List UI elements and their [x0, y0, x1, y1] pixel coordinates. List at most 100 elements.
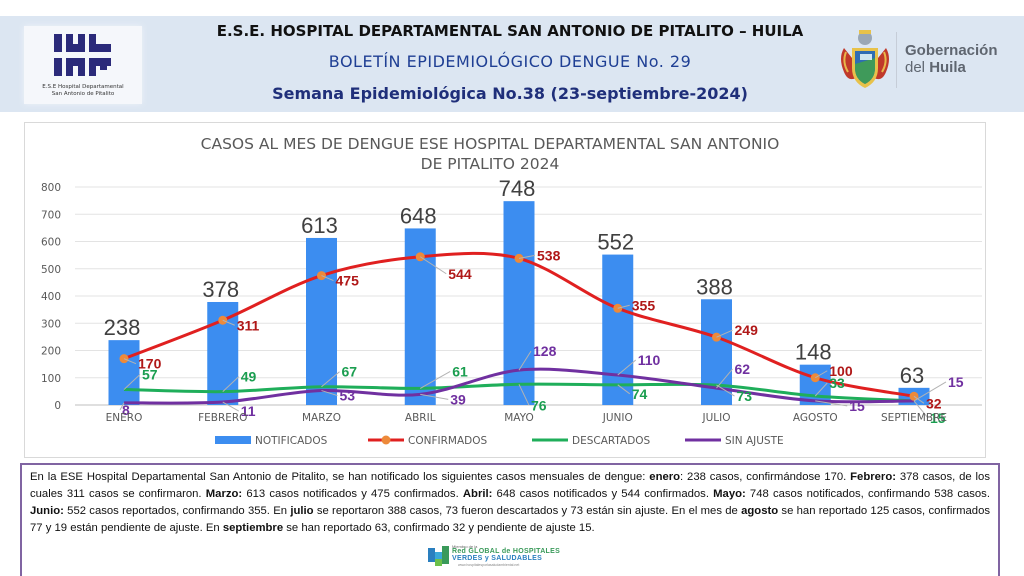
x-tick-label: SEPTIEMBRE [881, 412, 947, 424]
legend-marker-confirmados [381, 435, 391, 445]
leader-line [913, 395, 925, 404]
leader-line [420, 370, 451, 389]
confirmados-data-label: 544 [448, 266, 472, 282]
summary-text: 648 casos notificados y 544 confirmados. [492, 488, 714, 500]
x-tick-label: MAYO [504, 412, 534, 424]
notificados-data-label: 63 [900, 363, 924, 388]
legend-label: SIN AJUSTE [725, 435, 784, 447]
x-tick-label: JULIO [702, 412, 731, 424]
descartados-data-label: 15 [930, 410, 946, 426]
notificados-data-label: 748 [499, 176, 536, 201]
chart-svg: CASOS AL MES DE DENGUE ESE HOSPITAL DEPA… [41, 135, 982, 447]
leader-line [913, 400, 929, 419]
notificados-data-label: 378 [202, 277, 239, 302]
dengue-chart: CASOS AL MES DE DENGUE ESE HOSPITAL DEPA… [24, 122, 986, 458]
summary-paragraph: En la ESE Hospital Departamental San Ant… [30, 469, 990, 537]
gobernacion-label: Gobernación [905, 42, 998, 59]
descartados-data-label: 33 [829, 375, 845, 391]
summary-month-label: enero [649, 471, 681, 483]
notificados-data-label: 552 [597, 230, 634, 255]
epidemiological-week: Semana Epidemiológica No.38 (23-septiemb… [272, 84, 748, 103]
y-tick-label: 0 [54, 400, 61, 412]
x-tick-label: AGOSTO [793, 412, 838, 424]
sin-ajuste-data-label: 15 [849, 398, 865, 414]
hospitales-verdes-logo: Miembro de la Red GLOBAL de HOSPITALES V… [424, 544, 584, 570]
summary-month-label: Febrero: [850, 471, 896, 483]
logo-block-icon [435, 552, 442, 559]
huila-label: Huila [929, 59, 966, 76]
leader-line [518, 254, 536, 259]
leader-line [617, 384, 631, 395]
legend-label: NOTIFICADOS [255, 435, 328, 447]
confirmados-data-label: 311 [237, 317, 260, 333]
y-tick-label: 300 [41, 318, 61, 330]
leader-line [815, 400, 848, 407]
leader-line [321, 275, 334, 282]
bulletin-title: BOLETÍN EPIDEMIOLÓGICO DENGUE No. 29 [328, 52, 692, 71]
descartados-data-label: 76 [531, 397, 547, 413]
leader-line [321, 390, 338, 397]
y-tick-label: 600 [41, 237, 61, 249]
footer-logo-line-4: www.hospitalesporlasaludambiental.net [458, 563, 520, 567]
confirmados-data-label: 475 [336, 273, 360, 289]
leader-line [321, 371, 340, 388]
sin-ajuste-data-label: 11 [241, 403, 256, 419]
logo-block-icon [428, 548, 435, 562]
summary-text: se han reportado 125 casos, confirmados … [30, 505, 991, 534]
marker-confirmados [613, 303, 623, 313]
line-sin-ajuste [123, 367, 915, 405]
leader-line [123, 374, 141, 390]
leader-line [617, 359, 637, 376]
y-tick-label: 100 [41, 373, 61, 385]
leader-line [123, 358, 137, 365]
coat-of-arms-icon [841, 30, 889, 88]
summary-month-label: Abril: [462, 488, 493, 500]
leader-line [119, 402, 125, 411]
summary-month-label: Marzo: [205, 488, 243, 500]
hospital-logo: E.S.E Hospital Departamental San Antonio… [24, 26, 142, 104]
x-tick-label: JUNIO [602, 412, 633, 424]
leader-line [716, 368, 733, 389]
descartados-data-label: 49 [241, 369, 257, 385]
hospital-title: E.S.E. HOSPITAL DEPARTAMENTAL SAN ANTONI… [216, 22, 804, 40]
marker-confirmados [514, 253, 524, 263]
summary-text: 552 casos reportados, confirmando 355. E… [63, 505, 291, 517]
confirmados-data-label: 100 [829, 363, 853, 379]
sin-ajuste-data-label: 39 [450, 391, 466, 407]
marker-confirmados [712, 332, 721, 342]
x-tick-label: ABRIL [405, 412, 436, 424]
summary-text: se han reportado 63, confirmado 32 y pen… [283, 522, 595, 534]
hospital-logo-caption-2: San Antonio de Pitalito [51, 91, 115, 97]
descartados-data-label: 73 [737, 388, 753, 404]
notificados-data-label: 388 [696, 274, 733, 299]
logo-block-icon [435, 559, 442, 566]
footer-logo-line-1: Miembro de la [452, 544, 478, 549]
leader-line [617, 304, 630, 309]
logo-separator [896, 32, 897, 88]
notificados-data-label: 648 [400, 203, 437, 228]
legend-label: CONFIRMADOS [408, 435, 487, 447]
sin-ajuste-data-label: 15 [948, 374, 964, 390]
summary-text: 613 casos notificados y 475 confirmados. [242, 488, 463, 500]
summary-text: : 238 casos, confirmándose 170. [680, 471, 851, 483]
descartados-data-label: 61 [452, 363, 468, 379]
confirmados-data-label: 538 [537, 247, 561, 263]
marker-confirmados [119, 354, 129, 364]
notificados-data-label: 238 [104, 315, 141, 340]
leader-line [420, 393, 449, 400]
confirmados-data-label: 355 [632, 297, 656, 313]
summary-month-label: julio [290, 505, 314, 517]
x-tick-label: FEBRERO [198, 412, 247, 424]
leader-line [716, 384, 735, 397]
summary-text: 378 casos, de los cuales 311 casos se co… [30, 471, 990, 500]
sin-ajuste-data-label: 53 [340, 388, 356, 404]
summary-textbox: En la ESE Hospital Departamental San Ant… [20, 463, 1000, 576]
hospital-logo-caption-1: E.S.E Hospital Departamental [42, 84, 124, 90]
summary-month-label: Mayo: [713, 488, 746, 500]
descartados-data-label: 74 [632, 386, 648, 402]
y-tick-label: 500 [41, 264, 61, 276]
chart-title-line-1: CASOS AL MES DE DENGUE ESE HOSPITAL DEPA… [201, 135, 780, 153]
confirmados-data-label: 249 [735, 322, 759, 338]
notificados-data-label: 148 [795, 340, 832, 365]
summary-month-label: Junio: [30, 505, 64, 517]
